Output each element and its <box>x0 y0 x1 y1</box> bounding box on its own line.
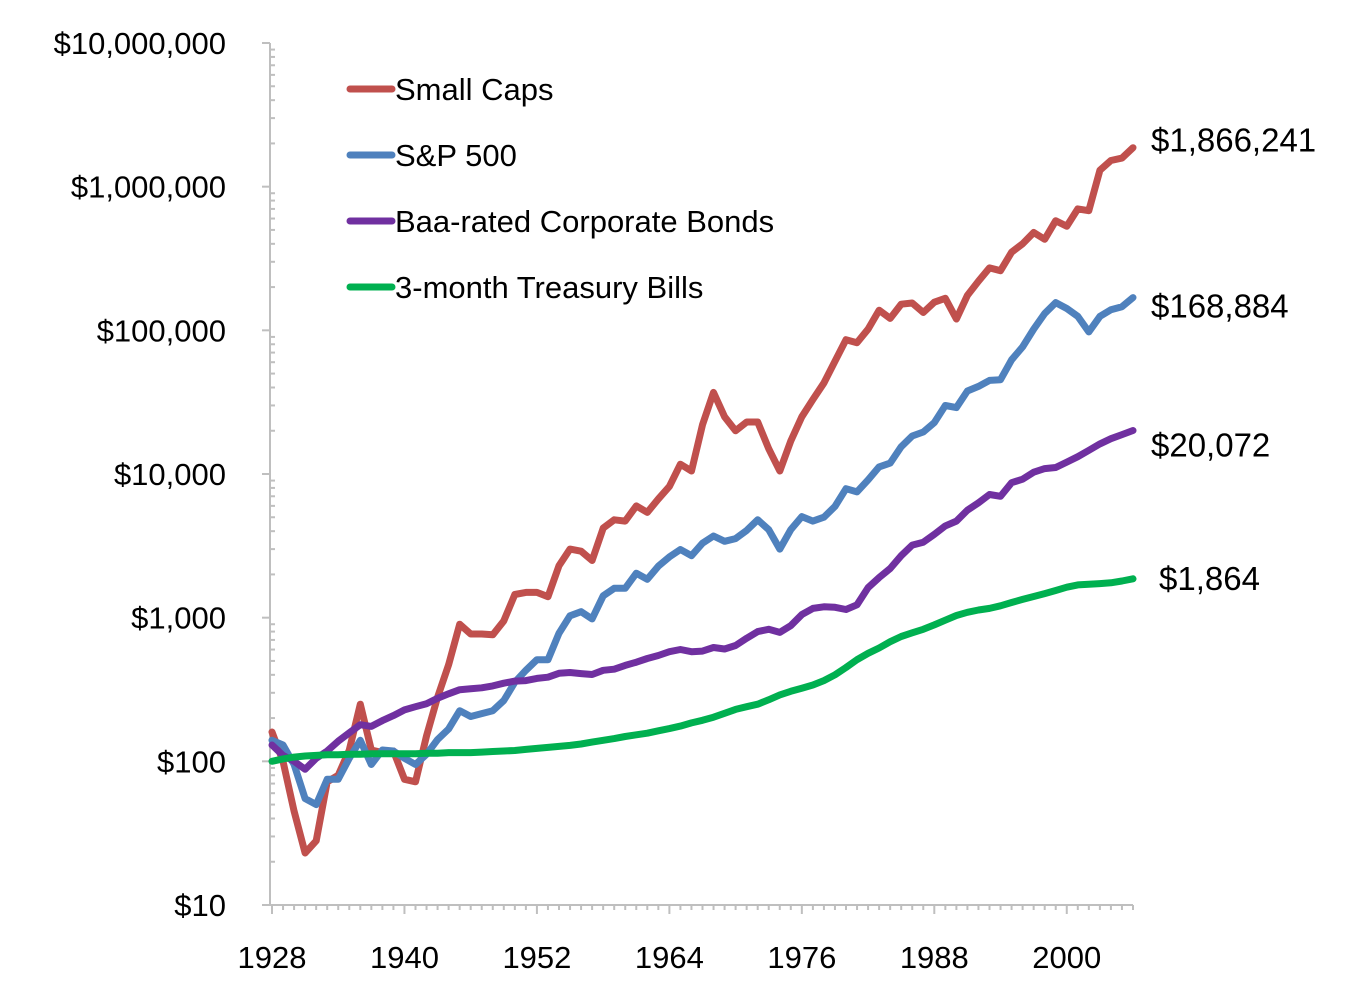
y-tick-label: $1,000 <box>131 601 226 636</box>
x-tick-label: 1976 <box>767 940 836 975</box>
y-tick-label: $100 <box>157 744 226 779</box>
series-line-s-p-500 <box>268 294 1137 809</box>
legend: Small Caps S&P 500 Baa-rated Corporate Bon… <box>346 72 774 305</box>
y-tick-label: $10 <box>174 888 226 923</box>
end-label-small-caps: $1,866,241 <box>1151 122 1316 159</box>
x-tick-label: 1928 <box>238 940 307 975</box>
x-tick-label: 1964 <box>635 940 704 975</box>
end-label-3-month-treasury-bills: $1,864 <box>1159 560 1260 597</box>
y-tick-label: $10,000 <box>114 457 226 492</box>
y-tick-label: $100,000 <box>97 313 226 348</box>
x-tick-label: 1940 <box>370 940 439 975</box>
series-line-baa-rated-corporate-bonds <box>268 427 1137 773</box>
legend-label-s-p-500: S&P 500 <box>395 138 517 173</box>
legend-label-baa-rated-corporate-bonds: Baa-rated Corporate Bonds <box>395 204 774 239</box>
end-label-baa-rated-corporate-bonds: $20,072 <box>1151 427 1270 464</box>
legend-label-3-month-treasury-bills: 3-month Treasury Bills <box>395 270 703 305</box>
end-labels: $1,866,241 $168,884 $20,072 $1,864 <box>1151 122 1316 597</box>
series-line-small-caps <box>268 144 1137 857</box>
end-label-s-p-500: $168,884 <box>1151 288 1289 325</box>
x-tick-label: 1952 <box>502 940 571 975</box>
axes: $10 $100 $1,000 $10,000 $100,000 $1,000,000 $1… <box>54 26 1134 975</box>
series-line-3-month-treasury-bills <box>268 575 1137 765</box>
y-tick-label: $10,000,000 <box>54 26 226 61</box>
x-tick-label: 1988 <box>900 940 969 975</box>
x-tick-label: 2000 <box>1032 940 1101 975</box>
legend-label-small-caps: Small Caps <box>395 72 554 107</box>
series-layer <box>268 144 1137 857</box>
y-tick-label: $1,000,000 <box>71 170 226 205</box>
